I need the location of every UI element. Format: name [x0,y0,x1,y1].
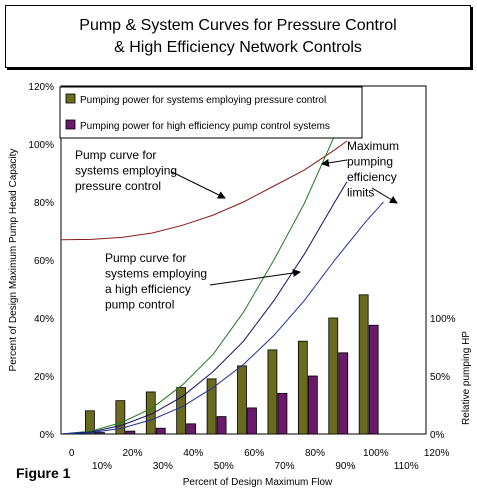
bar [237,365,247,435]
legend-label: Pumping power for systems employing pres… [80,95,326,106]
x-tick-label: 70% [275,461,295,472]
y-tick-label: 80% [34,198,54,209]
y-tick-label: 20% [34,372,54,383]
x-tick-label: 80% [305,448,325,459]
x-tick-label: 0 [69,448,75,459]
bar [297,340,308,435]
y-tick-label: 60% [34,256,54,267]
x-tick-label: 50% [214,461,234,472]
system-curve-pressure [61,100,351,434]
x-tick-label: 20% [122,448,142,459]
max-efficiency-label: pumping [347,155,393,169]
bar [145,391,156,435]
pump-curve [61,140,348,241]
y2-tick-label: 50% [430,372,450,383]
y2-axis-label: Relative pumping HP [461,331,472,425]
high-efficiency-label: systems employing [105,267,207,281]
annotation-arrow [371,187,398,204]
y-tick-label: 120% [28,82,54,93]
bar [176,387,187,435]
high-efficiency-label: Pump curve for [105,251,186,265]
y-tick-label: 40% [34,314,54,325]
chart-title-line-2: & High Efficiency Network Controls [114,38,362,56]
y2-tick-label: 0% [430,430,445,441]
x-tick-label: 120% [424,448,450,459]
high-efficiency-label: pump control [105,298,174,312]
pump-curve-label: systems employing [75,164,177,178]
bar [368,324,379,435]
bar [358,294,369,435]
max-efficiency-label: efficiency [347,170,397,184]
y2-tick-label: 100% [430,314,456,325]
legend [59,86,363,139]
annotation-arrow [171,171,226,199]
legend-swatch [65,119,76,130]
y-axis-label: Percent of Design Maximum Pump Head Capa… [8,149,19,372]
annotation-arrow [209,269,301,286]
bar [216,416,227,435]
bar [186,423,197,435]
x-axis-label: Percent of Design Maximum Flow [183,477,333,488]
x-tick-label: 30% [153,461,173,472]
max-efficiency-label: limits [347,186,374,200]
y-tick-label: 0% [40,430,55,441]
x-tick-label: 10% [92,461,112,472]
bar [277,392,288,435]
bar [85,410,95,435]
high-efficiency-label: a high efficiency [105,282,191,296]
bar [247,407,257,435]
y-tick-label: 100% [28,140,54,151]
figure-label: Figure 1 [16,465,71,481]
annotation-arrow [321,158,348,167]
legend-label: Pumping power for high efficiency pump c… [80,121,330,132]
pump-curve-label: Pump curve for [75,148,156,162]
chart-title-box: Pump & System Curves for Pressure Contro… [5,5,471,68]
bar [115,400,126,435]
chart-title-line-1: Pump & System Curves for Pressure Contro… [79,16,397,34]
x-tick-label: 110% [394,461,419,472]
bar [267,349,278,435]
x-tick-label: 100% [363,448,389,459]
x-tick-label: 90% [335,461,355,472]
bar [206,378,217,435]
bar [125,430,136,435]
bar [328,317,339,435]
max-efficiency-limit [61,201,384,434]
legend-swatch [65,93,76,104]
bar [95,432,105,435]
system-curve-high-efficiency [61,181,348,434]
bar [307,375,318,435]
bar [155,427,166,435]
max-efficiency-label: Maximum [347,139,399,153]
bar [338,352,349,435]
x-tick-label: 40% [183,448,203,459]
pump-curve-label: pressure control [75,179,161,193]
x-tick-label: 60% [244,448,264,459]
